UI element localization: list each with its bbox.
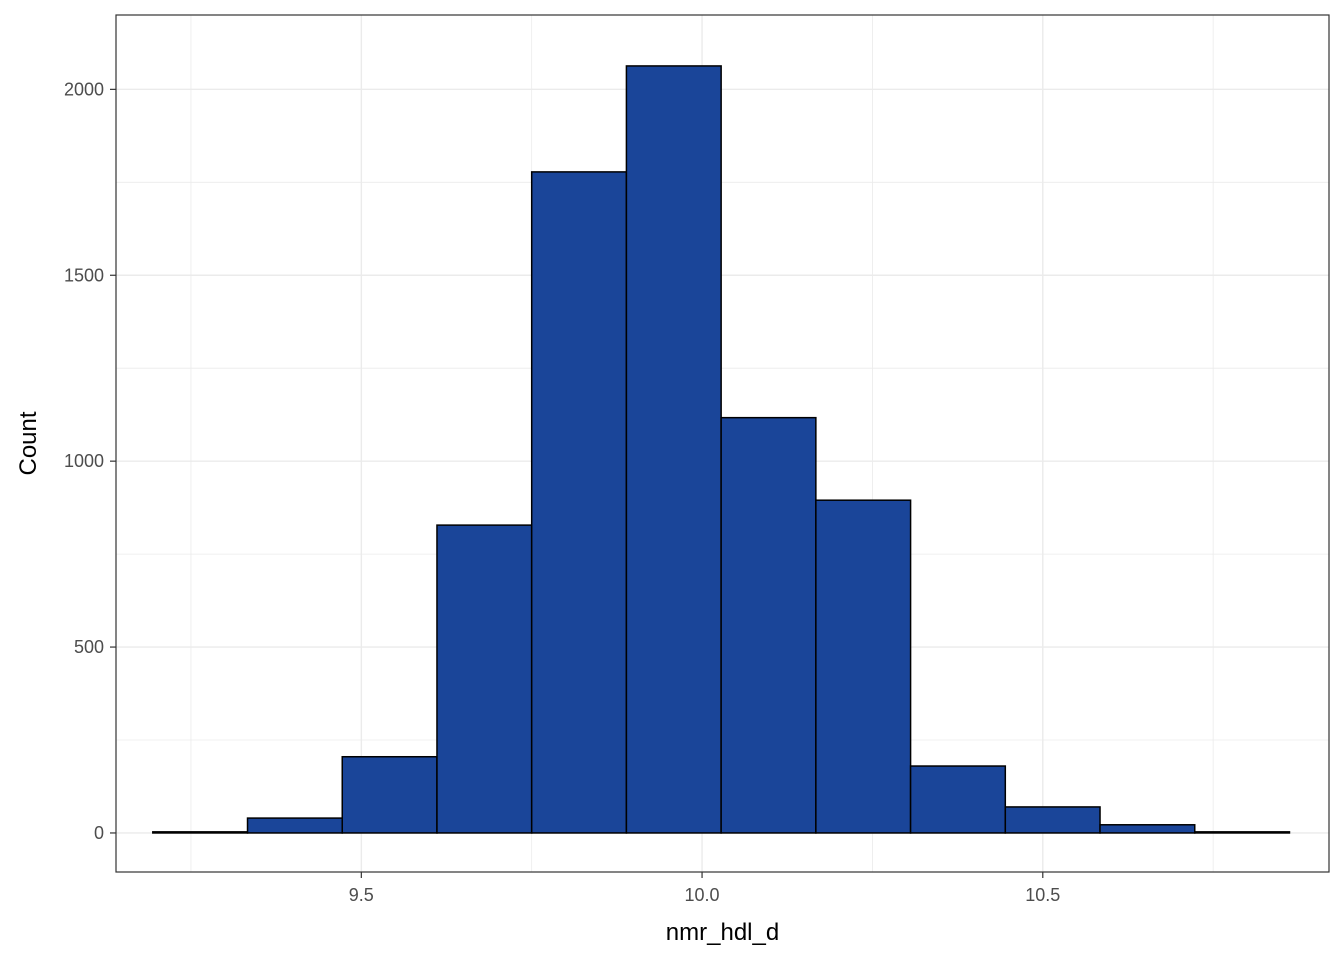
- x-tick-label: 10.5: [1025, 885, 1060, 905]
- y-tick-label: 0: [94, 823, 104, 843]
- x-axis-title: nmr_hdl_d: [666, 919, 779, 946]
- histogram-bar: [909, 765, 1007, 834]
- y-tick-label: 2000: [64, 79, 104, 99]
- x-axis-ticks: 9.5 10.0 10.5: [349, 872, 1060, 905]
- y-tick-label: 1500: [64, 265, 104, 285]
- histogram-bar: [530, 171, 628, 834]
- x-tick-label: 9.5: [349, 885, 374, 905]
- histogram-bar: [1099, 824, 1196, 834]
- panel-border: [115, 14, 1330, 873]
- histogram-bar: [1004, 806, 1101, 834]
- histogram-bars: [152, 65, 1291, 834]
- histogram-bar: [720, 416, 817, 834]
- histogram-bar: [1194, 831, 1291, 834]
- histogram-bar: [152, 831, 249, 834]
- x-tick-label: 10.0: [685, 885, 720, 905]
- y-tick-label: 1000: [64, 451, 104, 471]
- histogram-bar: [625, 65, 722, 834]
- y-axis-ticks: 0 500 1000 1500 2000: [64, 79, 116, 843]
- y-axis-title: Count: [15, 411, 42, 475]
- histogram-bar: [436, 524, 533, 834]
- histogram-bar: [815, 499, 912, 834]
- histogram-bar: [341, 755, 438, 834]
- histogram-bar: [246, 817, 343, 834]
- y-tick-label: 500: [74, 637, 104, 657]
